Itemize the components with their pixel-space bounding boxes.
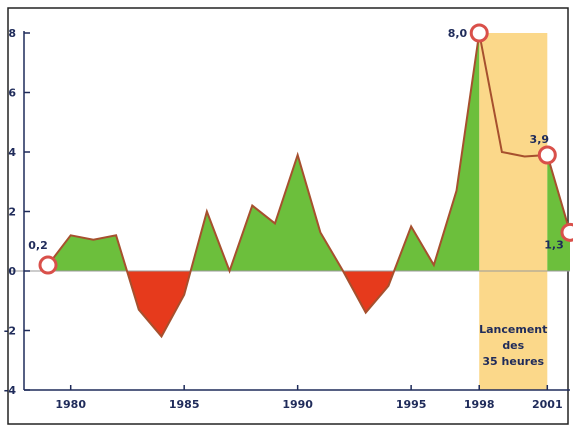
- highlight-label: 35 heures: [482, 355, 544, 368]
- highlight-label: Lancement: [479, 323, 547, 336]
- point-label: 1,3: [544, 238, 564, 251]
- point-marker: [560, 222, 573, 242]
- x-tick-label: 2001: [532, 398, 563, 411]
- x-tick-label: 1980: [55, 398, 86, 411]
- chart-frame: [7, 7, 569, 425]
- y-tick-label: 8: [8, 27, 16, 40]
- y-tick-label: 4: [8, 146, 16, 159]
- x-tick-label: 1990: [282, 398, 313, 411]
- point-label: 3,9: [530, 133, 550, 146]
- point-label: 8,0: [448, 27, 468, 40]
- series-line: [47, 32, 571, 339]
- y-tick-label: 0: [8, 265, 16, 278]
- point-marker: [38, 255, 58, 275]
- point-label: 0,2: [28, 239, 48, 252]
- x-tick-label: 1995: [396, 398, 427, 411]
- x-tick-label: 1998: [464, 398, 495, 411]
- y-tick-label: -2: [4, 325, 16, 338]
- x-tick-label: 1985: [169, 398, 200, 411]
- highlight-label: des: [502, 339, 524, 352]
- negative-area: [48, 271, 570, 337]
- y-tick-label: 2: [8, 206, 16, 219]
- y-tick-label: -4: [4, 384, 17, 397]
- point-marker: [537, 145, 557, 165]
- y-tick-label: 6: [8, 87, 16, 100]
- point-marker: [469, 23, 489, 43]
